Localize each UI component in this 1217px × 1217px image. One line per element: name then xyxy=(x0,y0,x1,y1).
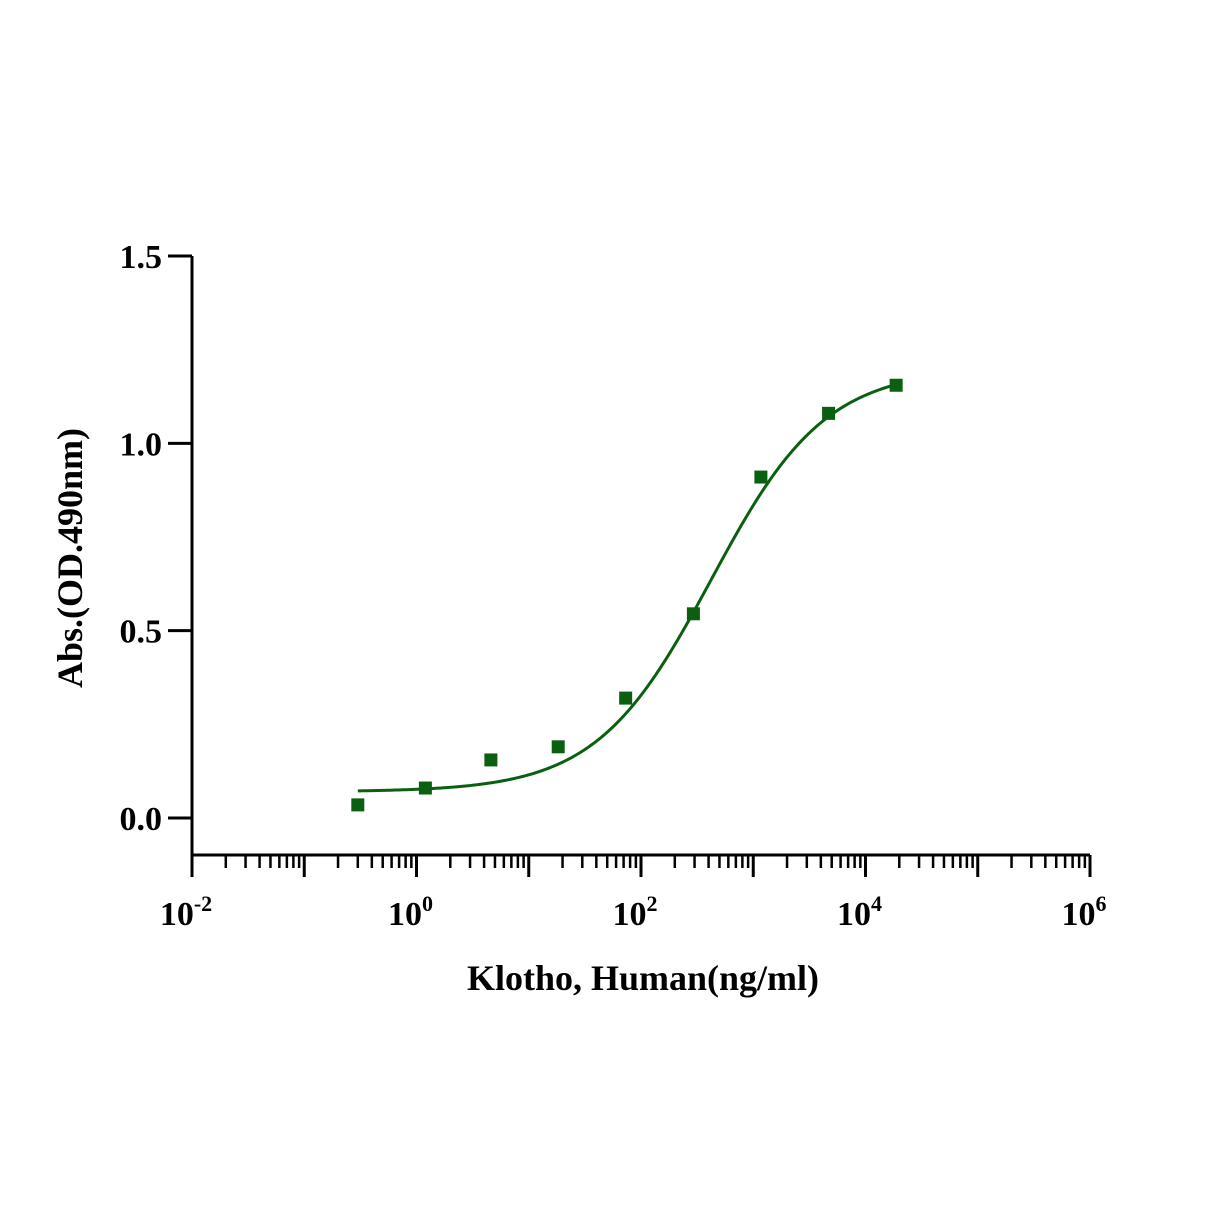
data-point xyxy=(418,781,432,795)
data-points xyxy=(351,378,903,812)
x-tick-label: 10-2 xyxy=(160,891,212,933)
y-tick-label: 0.0 xyxy=(120,801,163,838)
data-point xyxy=(551,740,565,754)
fit-curve xyxy=(357,383,897,793)
x-tick-label: 100 xyxy=(388,891,433,933)
axes xyxy=(168,254,1092,877)
data-point xyxy=(619,691,633,705)
fit-curve-group xyxy=(357,383,897,793)
x-axis-title: Klotho, Human(ng/ml) xyxy=(467,958,819,998)
data-point xyxy=(484,753,498,767)
x-tick-label: 104 xyxy=(837,891,882,933)
data-point xyxy=(351,798,365,812)
y-axis-title: Abs.(OD.490nm) xyxy=(50,428,90,688)
data-point xyxy=(686,607,700,621)
x-tick-label: 102 xyxy=(613,891,658,933)
y-tick-label: 0.5 xyxy=(120,614,163,651)
data-point xyxy=(889,378,903,392)
y-tick-label: 1.0 xyxy=(120,426,163,463)
axis-labels: 0.0 0.5 1.0 1.5 10-2 100 102 104 106 Klotho, Huma… xyxy=(50,239,1107,998)
x-tick-label: 106 xyxy=(1062,891,1107,933)
data-point xyxy=(754,470,768,484)
y-tick-label: 1.5 xyxy=(120,239,163,276)
data-point xyxy=(822,406,836,420)
